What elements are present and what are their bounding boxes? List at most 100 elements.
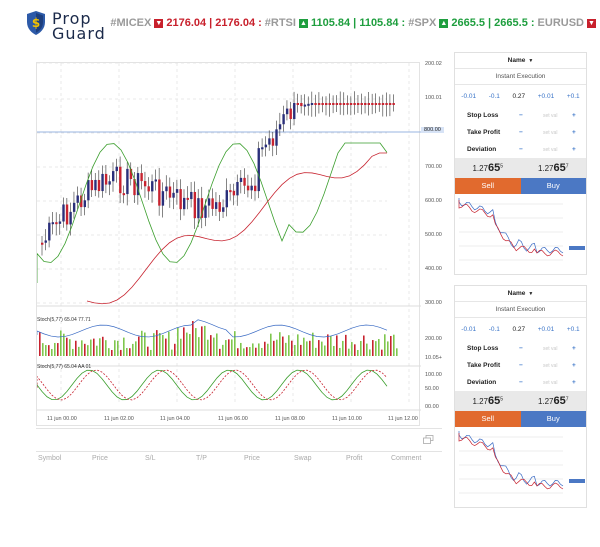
price-axis-label: 500.00 bbox=[425, 232, 442, 238]
execution-mode[interactable]: Instant Execution bbox=[455, 69, 586, 85]
column-header[interactable]: S/L bbox=[145, 455, 156, 462]
column-header[interactable]: Comment bbox=[391, 455, 422, 462]
histogram-bar bbox=[129, 348, 131, 356]
histogram-bar bbox=[123, 337, 125, 356]
volume-step-button[interactable]: -0.01 bbox=[461, 92, 477, 100]
candle bbox=[190, 191, 193, 200]
column-header[interactable]: Price bbox=[244, 455, 260, 462]
candle bbox=[94, 179, 97, 191]
symbol-select[interactable]: Name ▼ bbox=[455, 286, 586, 302]
minus-icon[interactable]: − bbox=[519, 129, 523, 136]
candle bbox=[112, 171, 115, 182]
candle bbox=[122, 193, 126, 196]
histogram-bar bbox=[57, 343, 59, 356]
arrow-down-icon: ▼ bbox=[154, 18, 164, 28]
time-axis-label: 11 jun 08.00 bbox=[275, 416, 305, 422]
column-header[interactable]: Profit bbox=[346, 455, 363, 462]
ticker-symbol[interactable]: #RTSI bbox=[264, 17, 296, 29]
candle bbox=[197, 198, 200, 219]
price-chart[interactable] bbox=[36, 62, 421, 426]
ticker-symbol[interactable]: #MICEX bbox=[110, 17, 152, 29]
candle bbox=[289, 108, 292, 120]
volume-step-button[interactable]: -0.01 bbox=[461, 325, 477, 333]
histogram-bar bbox=[354, 344, 356, 356]
histogram-bar bbox=[309, 340, 311, 356]
order-param-label: Stop Loss bbox=[467, 345, 499, 352]
histogram-bar bbox=[156, 330, 158, 356]
candle bbox=[236, 181, 239, 196]
ticker-symbol[interactable]: EURUSD bbox=[537, 17, 584, 29]
plus-icon[interactable]: + bbox=[572, 379, 576, 386]
order-param-row: Stop Loss − set val + bbox=[455, 107, 586, 124]
column-header[interactable]: T/P bbox=[196, 455, 207, 462]
plus-icon[interactable]: + bbox=[572, 146, 576, 153]
candle bbox=[151, 181, 154, 192]
volume-step-button[interactable]: -0.1 bbox=[488, 325, 500, 333]
maximize-icon[interactable] bbox=[423, 435, 434, 444]
order-param-row: Deviation − set val + bbox=[455, 374, 586, 391]
plus-icon[interactable]: + bbox=[572, 362, 576, 369]
buy-button[interactable]: Buy bbox=[520, 411, 586, 427]
order-param-input[interactable]: set val bbox=[543, 362, 558, 369]
ticker-symbol[interactable]: #SPX bbox=[408, 17, 437, 29]
price-axis-label: 400.00 bbox=[425, 266, 442, 272]
order-param-input[interactable]: set val bbox=[543, 379, 558, 386]
mini-chart bbox=[455, 194, 586, 274]
brand-name-line1: Prop bbox=[52, 9, 92, 28]
candle bbox=[321, 103, 324, 105]
minus-icon[interactable]: − bbox=[519, 146, 523, 153]
histogram-bar bbox=[312, 332, 314, 356]
volume-step-button[interactable]: -0.1 bbox=[488, 92, 500, 100]
plus-icon[interactable]: + bbox=[572, 112, 576, 119]
price-axis-label: 200.02 bbox=[425, 61, 442, 67]
order-param-input[interactable]: set val bbox=[543, 129, 558, 136]
execution-mode[interactable]: Instant Execution bbox=[455, 302, 586, 318]
histogram-bar bbox=[252, 343, 254, 356]
time-axis-label: 11 jun 12.00 bbox=[388, 416, 418, 422]
quote-prices: 1.27655 1.27657 bbox=[455, 391, 586, 411]
candle bbox=[332, 103, 335, 105]
candle bbox=[119, 166, 122, 194]
column-header[interactable]: Symbol bbox=[38, 455, 62, 462]
candle bbox=[193, 191, 197, 219]
column-header[interactable]: Price bbox=[92, 455, 108, 462]
histogram-bar bbox=[48, 345, 50, 356]
candle bbox=[101, 173, 104, 192]
minus-icon[interactable]: − bbox=[519, 345, 523, 352]
stoch1-axis-label: 10.05+ bbox=[425, 355, 442, 361]
plus-icon[interactable]: + bbox=[572, 345, 576, 352]
candle bbox=[335, 103, 339, 105]
histogram-bar bbox=[378, 339, 380, 356]
minus-icon[interactable]: − bbox=[519, 362, 523, 369]
price-prefix: 1.27 bbox=[537, 397, 554, 406]
volume-step-button[interactable]: +0.01 bbox=[537, 92, 555, 100]
indicator-line-green bbox=[37, 142, 388, 283]
candle bbox=[58, 221, 62, 224]
candle bbox=[367, 103, 370, 105]
volume-step-button[interactable]: +0.1 bbox=[566, 92, 580, 100]
order-param-input[interactable]: set val bbox=[543, 112, 558, 119]
histogram-bar bbox=[51, 348, 53, 356]
dropdown-icon: ▼ bbox=[528, 58, 534, 64]
symbol-select[interactable]: Name ▼ bbox=[455, 53, 586, 69]
histogram-bar bbox=[300, 344, 302, 356]
column-header[interactable]: Swap bbox=[294, 455, 312, 462]
histogram-bar bbox=[381, 349, 383, 356]
histogram-bar bbox=[318, 340, 320, 356]
sell-button[interactable]: Sell bbox=[455, 178, 521, 194]
minus-icon[interactable]: − bbox=[519, 112, 523, 119]
buy-button[interactable]: Buy bbox=[520, 178, 586, 194]
volume-step-button[interactable]: +0.1 bbox=[566, 325, 580, 333]
sell-button[interactable]: Sell bbox=[455, 411, 521, 427]
order-param-input[interactable]: set val bbox=[543, 345, 558, 352]
minus-icon[interactable]: − bbox=[519, 379, 523, 386]
order-param-input[interactable]: set val bbox=[543, 146, 558, 153]
candle bbox=[76, 195, 79, 203]
volume-step-button[interactable]: +0.01 bbox=[537, 325, 555, 333]
ticker-value: 2176.04 | 2176.04 : bbox=[166, 17, 262, 29]
histogram-bar bbox=[93, 338, 95, 356]
candle bbox=[72, 202, 76, 212]
histogram-bar bbox=[99, 338, 101, 356]
histogram-bar bbox=[54, 342, 56, 356]
plus-icon[interactable]: + bbox=[572, 129, 576, 136]
